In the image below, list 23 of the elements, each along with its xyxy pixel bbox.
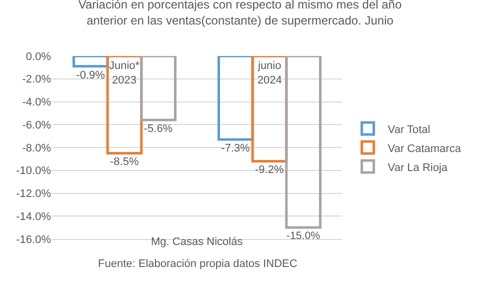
- x-tick-label: Junio* 2023: [109, 60, 140, 86]
- legend-label: Var Catamarca: [388, 142, 462, 155]
- y-tick-label: -12.0%: [16, 188, 52, 200]
- y-tick-label: -16.0%: [16, 234, 52, 246]
- legend-label: Var Total: [388, 124, 430, 136]
- y-tick-label: -8.0%: [22, 142, 52, 154]
- y-tick-label: -2.0%: [22, 74, 52, 86]
- data-label: -0.9%: [76, 69, 106, 82]
- data-label: -7.3%: [221, 142, 250, 154]
- y-tick-label: -10.0%: [16, 165, 52, 178]
- source-note: Fuente: Elaboración propia datos INDEC: [98, 258, 298, 270]
- data-label: -8.5%: [110, 156, 139, 168]
- data-label: -15.0%: [286, 230, 321, 242]
- annotation: Mg. Casas Nicolás: [151, 236, 244, 248]
- x-tick-label: junio 2024: [257, 60, 282, 86]
- y-tick-label: -4.0%: [22, 96, 52, 109]
- y-tick-label: -14.0%: [16, 210, 52, 223]
- data-label: -9.2%: [255, 164, 284, 176]
- legend-label: Var La Rioja: [388, 162, 448, 174]
- chart-title: Variación en porcentajes con respecto al mismo mes del año anterior en las ventas(constante) de supermercado. Junio: [78, 0, 402, 28]
- data-label: -5.6%: [144, 123, 173, 136]
- y-tick-label: 0.0%: [26, 50, 52, 63]
- y-tick-label: -6.0%: [22, 119, 52, 132]
